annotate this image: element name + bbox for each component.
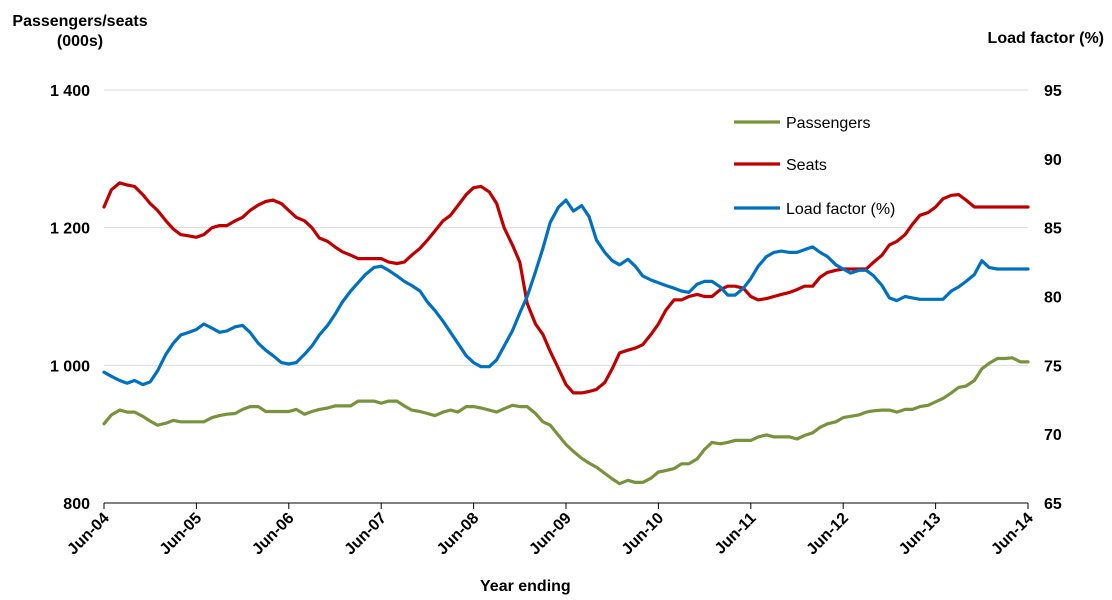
legend-label: Passengers [786,115,871,132]
series-line-seats [102,181,1030,395]
legend-label: Seats [786,157,827,174]
x-tick-label: Jun-10 [619,510,668,559]
x-tick-label: Jun-14 [988,510,1037,559]
x-tick-label: Jun-13 [896,510,945,559]
legend-label: Load factor (%) [786,201,895,218]
series-line-load-factor [102,198,1030,387]
x-axis-title: Year ending [480,578,571,595]
y-right-tick-label: 95 [1044,83,1062,100]
y-left-tick-label: 1 200 [50,221,90,238]
left-axis-title: Passengers/seats (000s) [12,13,148,50]
x-tick-label: Jun-06 [249,510,298,559]
x-tick-label: Jun-09 [526,510,575,559]
y-left-tick-label: 800 [63,496,90,513]
x-tick-label: Jun-11 [712,510,760,558]
x-tick-label: Jun-05 [157,510,206,559]
y-right-tick-label: 70 [1044,427,1062,444]
x-tick-label: Jun-04 [64,510,113,559]
series-line-passengers [102,356,1030,486]
y-right-tick-label: 75 [1044,358,1062,375]
y-right-tick-label: 90 [1044,152,1062,169]
x-tick-label: Jun-08 [434,510,483,559]
y-right-tick-label: 85 [1044,221,1062,238]
y-left-tick-label: 1 000 [50,358,90,375]
x-tick-label: Jun-07 [342,510,391,559]
right-axis-title: Load factor (%) [987,30,1104,47]
y-right-tick-label: 65 [1044,496,1062,513]
y-right-tick-label: 80 [1044,290,1062,307]
y-left-tick-label: 1 400 [50,83,90,100]
x-tick-label: Jun-12 [804,510,853,559]
